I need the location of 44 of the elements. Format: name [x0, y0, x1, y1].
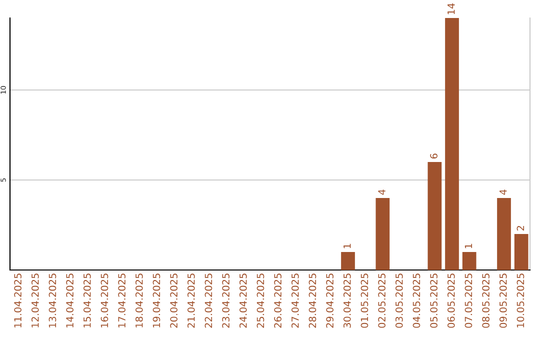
- x-tick-label: 04.05.2025: [412, 274, 420, 328]
- x-tick-label: 08.05.2025: [482, 274, 490, 328]
- x-tick-label: 14.04.2025: [66, 274, 74, 328]
- bar: [462, 252, 476, 270]
- data-label: 14: [448, 3, 455, 14]
- x-tick-label: 15.04.2025: [83, 274, 91, 328]
- x-tick-label: 01.05.2025: [360, 274, 368, 328]
- x-tick-label: 12.04.2025: [31, 274, 39, 328]
- x-tick-label: 30.04.2025: [343, 274, 351, 328]
- x-tick-label: 28.04.2025: [308, 274, 316, 328]
- x-tick-label: 13.04.2025: [48, 274, 56, 328]
- bar: [514, 234, 528, 270]
- x-tick-label: 10.05.2025: [516, 274, 524, 328]
- data-label: 2: [516, 226, 524, 231]
- x-tick-label: 29.04.2025: [326, 274, 334, 328]
- x-tick-label: 24.04.2025: [239, 274, 247, 328]
- bar: [376, 198, 390, 270]
- x-tick-label: 06.05.2025: [447, 274, 455, 328]
- data-label: 4: [378, 190, 386, 195]
- data-label: 6: [430, 154, 438, 159]
- data-label: 1: [344, 244, 351, 248]
- x-tick-label: 27.04.2025: [291, 274, 299, 328]
- data-label: 4: [500, 190, 507, 195]
- x-tick-label: 20.04.2025: [170, 274, 178, 328]
- x-tick-label: 25.04.2025: [256, 274, 264, 328]
- x-tick-label: 18.04.2025: [135, 274, 143, 328]
- data-label: 1: [464, 244, 472, 248]
- x-tick-label: 05.05.2025: [430, 274, 438, 328]
- x-tick-label: 02.05.2025: [378, 274, 386, 328]
- x-tick-label: 22.04.2025: [204, 274, 212, 328]
- bar: [445, 18, 459, 270]
- bar: [341, 252, 355, 270]
- x-tick-label: 21.04.2025: [187, 274, 195, 328]
- x-tick-label: 26.04.2025: [274, 274, 282, 328]
- bar: [497, 198, 511, 270]
- x-tick-label: 19.04.2025: [152, 274, 160, 328]
- x-tick-label: 16.04.2025: [100, 274, 108, 328]
- x-tick-label: 09.05.2025: [499, 274, 507, 328]
- bar: [428, 162, 442, 270]
- x-tick-label: 17.04.2025: [118, 274, 126, 328]
- x-tick-label: 11.04.2025: [14, 274, 22, 328]
- x-tick-label: 03.05.2025: [395, 274, 403, 328]
- x-tick-label: 07.05.2025: [464, 274, 472, 328]
- x-tick-label: 23.04.2025: [222, 274, 230, 328]
